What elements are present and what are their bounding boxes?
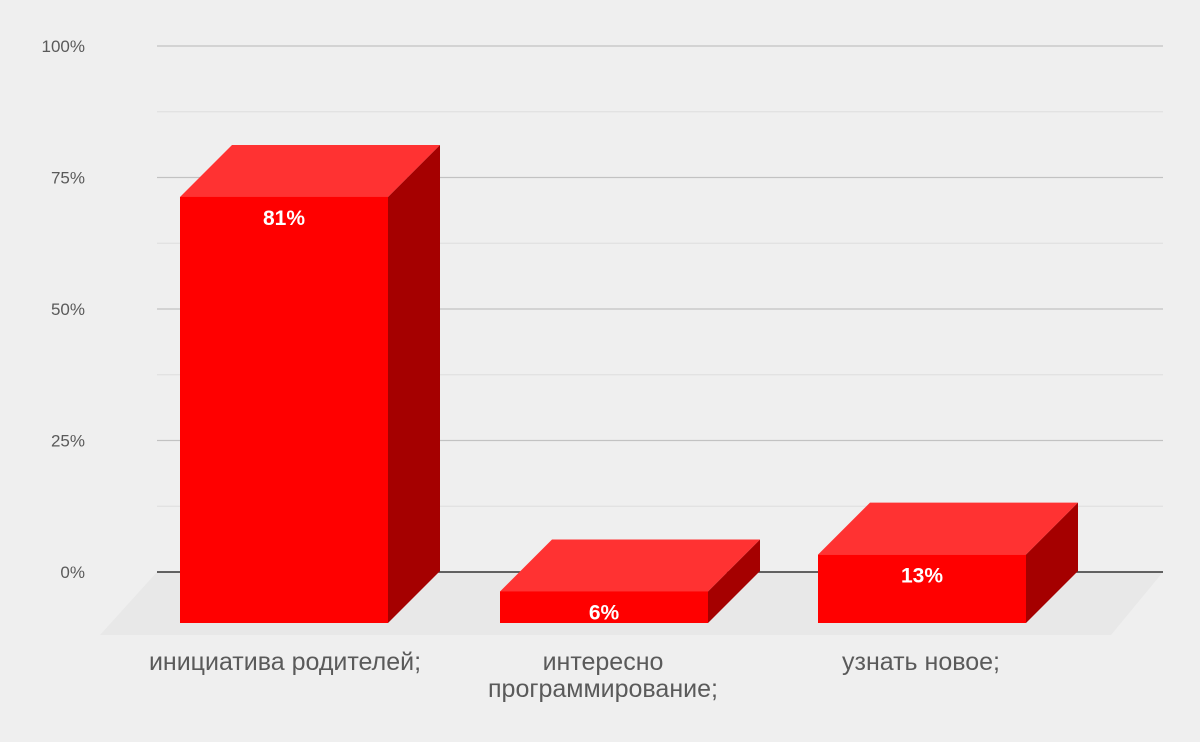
y-axis-tick-labels: 0% 25% 50% 75% 100% <box>42 37 85 582</box>
bar-2: 6% <box>500 539 760 624</box>
x-category-label: интересно программирование; <box>488 648 718 703</box>
bar-front-face <box>500 591 708 623</box>
bar-data-label: 6% <box>589 601 620 624</box>
y-tick-label: 25% <box>51 432 85 451</box>
bar-top-face <box>500 539 760 592</box>
x-category-label-line: инициатива родителей; <box>149 648 421 676</box>
y-tick-label: 50% <box>51 300 85 319</box>
bar-3: 13% <box>818 502 1078 623</box>
bar-data-label: 81% <box>263 207 305 230</box>
x-category-label: инициатива родителей; <box>149 648 421 676</box>
y-tick-label: 100% <box>42 37 85 56</box>
bar-front-face <box>818 554 1026 623</box>
x-category-label-line: интересно <box>543 648 664 676</box>
y-tick-label: 75% <box>51 169 85 188</box>
bar-front-face <box>180 196 388 623</box>
bar-side-face <box>1026 502 1078 623</box>
bar-top-face <box>180 144 440 197</box>
bars: 81% 6% 13% <box>180 144 1078 624</box>
bar-side-face <box>708 539 760 623</box>
x-category-label-line: узнать новое; <box>842 648 1000 676</box>
y-tick-label: 0% <box>60 563 85 582</box>
x-axis-category-labels: инициатива родителей; интересно программир… <box>149 648 1000 703</box>
x-category-label: узнать новое; <box>842 648 1000 676</box>
bar-data-label: 13% <box>901 565 943 588</box>
bar-1: 81% <box>180 144 440 623</box>
x-category-label-line: программирование; <box>488 675 718 703</box>
bar-top-face <box>818 502 1078 555</box>
bar-side-face <box>388 144 440 623</box>
